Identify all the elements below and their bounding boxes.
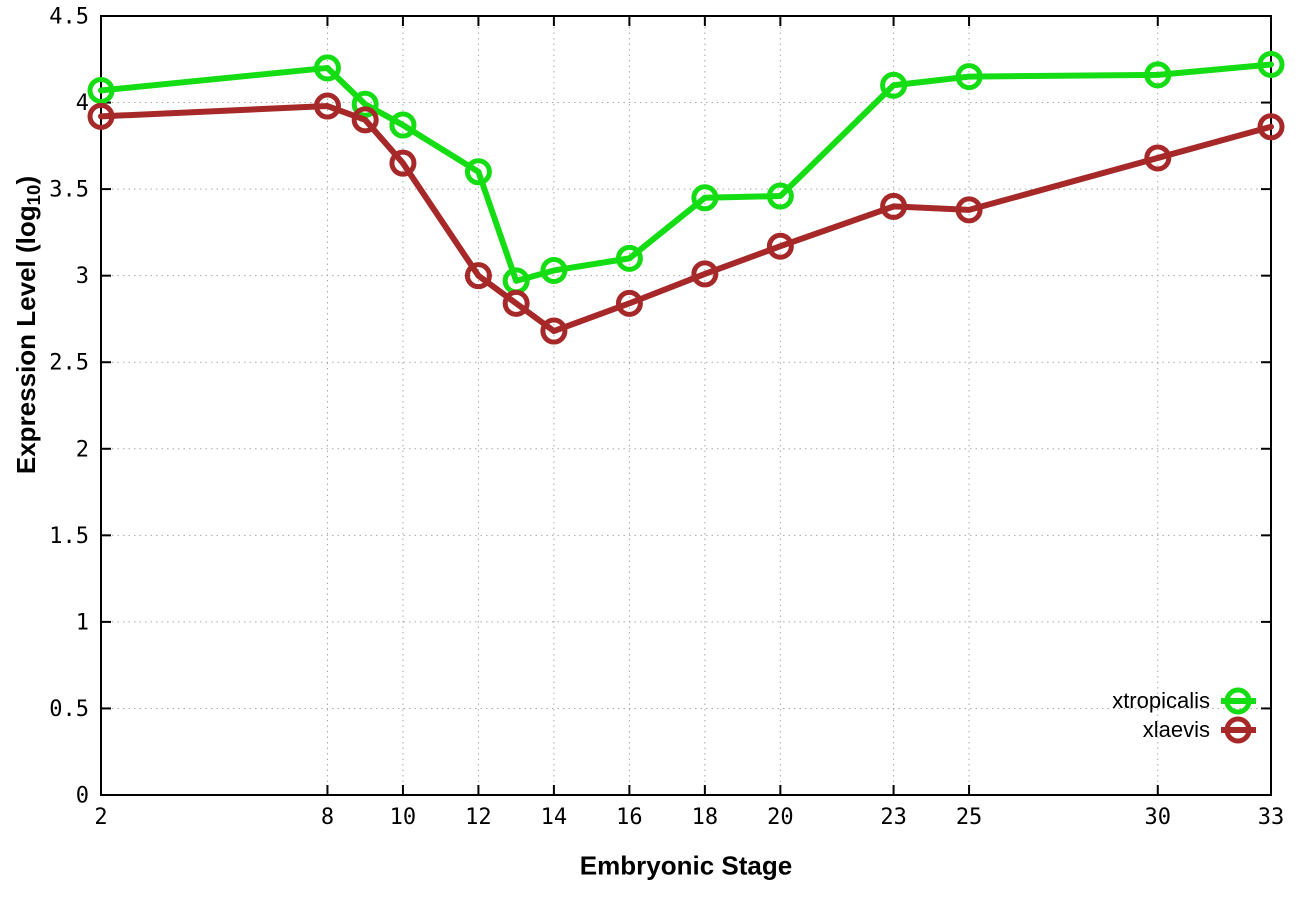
data-point-marker-xlaevis (351, 106, 379, 134)
data-point-marker-xtropicalis (880, 71, 908, 99)
y-tick-label: 0.5 (49, 697, 89, 722)
y-axis-title-subscript: 10 (23, 184, 45, 206)
legend-label-xtropicalis: xtropicalis (1112, 688, 1210, 713)
data-point-marker-xtropicalis (615, 244, 643, 272)
data-point-marker-xlaevis (1144, 144, 1172, 172)
data-point-marker-xtropicalis (1257, 50, 1285, 78)
y-axis-title-text: Expression Level (log (10, 205, 41, 475)
x-tick-label: 20 (767, 805, 794, 830)
data-point-marker-xlaevis (615, 289, 643, 317)
series-xlaevis (87, 92, 1285, 345)
x-tick-label: 25 (956, 805, 983, 830)
legend-marker-icon-xlaevis (1224, 716, 1252, 744)
data-point-marker-xlaevis (540, 317, 568, 345)
data-point-marker-xlaevis (880, 192, 908, 220)
data-point-marker-xlaevis (313, 92, 341, 120)
y-tick-label: 1.5 (49, 524, 89, 549)
x-tick-label: 8 (321, 805, 334, 830)
x-tick-label: 12 (465, 805, 492, 830)
x-tick-label: 16 (616, 805, 643, 830)
x-axis-title: Embryonic Stage (579, 850, 793, 881)
data-point-marker-xtropicalis (87, 76, 115, 104)
y-tick-label: 1 (76, 610, 89, 635)
y-tick-label: 0 (76, 784, 89, 809)
legend-marker-icon-xtropicalis (1224, 687, 1252, 715)
data-point-marker-xtropicalis (464, 158, 492, 186)
x-tick-label: 23 (880, 805, 907, 830)
data-point-marker-xlaevis (1257, 113, 1285, 141)
series-line-xlaevis (98, 103, 1274, 335)
y-tick-label: 2 (76, 437, 89, 462)
x-tick-label: 33 (1258, 805, 1285, 830)
data-point-marker-xtropicalis (766, 182, 794, 210)
x-tick-label: 18 (692, 805, 719, 830)
legend-label-xlaevis: xlaevis (1143, 717, 1210, 742)
data-point-marker-xlaevis (502, 289, 530, 317)
x-tick-label: 14 (541, 805, 568, 830)
data-point-marker-xlaevis (766, 232, 794, 260)
data-point-marker-xtropicalis (1144, 61, 1172, 89)
data-point-marker-xlaevis (389, 149, 417, 177)
y-tick-label: 3 (76, 264, 89, 289)
data-point-marker-xtropicalis (955, 63, 983, 91)
legend-item-xtropicalis: xtropicalis (1112, 687, 1256, 715)
y-axis-title-close: ) (10, 175, 41, 185)
y-tick-labels: 0 0.5 1 1.5 2 2.5 3 3.5 4 4.5 (49, 5, 89, 809)
legend-item-xlaevis: xlaevis (1143, 716, 1256, 744)
y-tick-label: 2.5 (49, 351, 89, 376)
y-tick-label: 4.5 (49, 5, 89, 30)
plot-border (100, 15, 1272, 796)
data-point-marker-xlaevis (87, 102, 115, 130)
data-point-marker-xlaevis (955, 196, 983, 224)
data-point-marker-xlaevis (464, 262, 492, 290)
data-point-marker-xtropicalis (540, 256, 568, 284)
data-point-marker-xtropicalis (313, 54, 341, 82)
y-tick-label: 4 (76, 91, 89, 116)
data-point-marker-xtropicalis (351, 90, 379, 118)
tick-marks (100, 15, 1272, 796)
data-point-marker-xlaevis (691, 260, 719, 288)
y-axis-title: Expression Level (log10) (11, 176, 45, 474)
legend: xtropicalis xlaevis (1112, 687, 1256, 744)
data-point-marker-xtropicalis (691, 184, 719, 212)
x-tick-label: 10 (390, 805, 417, 830)
x-tick-label: 2 (94, 805, 107, 830)
grid-lines (100, 15, 1272, 796)
x-tick-labels: 2 8 10 12 14 16 18 20 23 25 30 33 (94, 805, 1284, 830)
y-tick-label: 3.5 (49, 178, 89, 203)
data-point-marker-xtropicalis (389, 111, 417, 139)
x-tick-label: 30 (1145, 805, 1172, 830)
